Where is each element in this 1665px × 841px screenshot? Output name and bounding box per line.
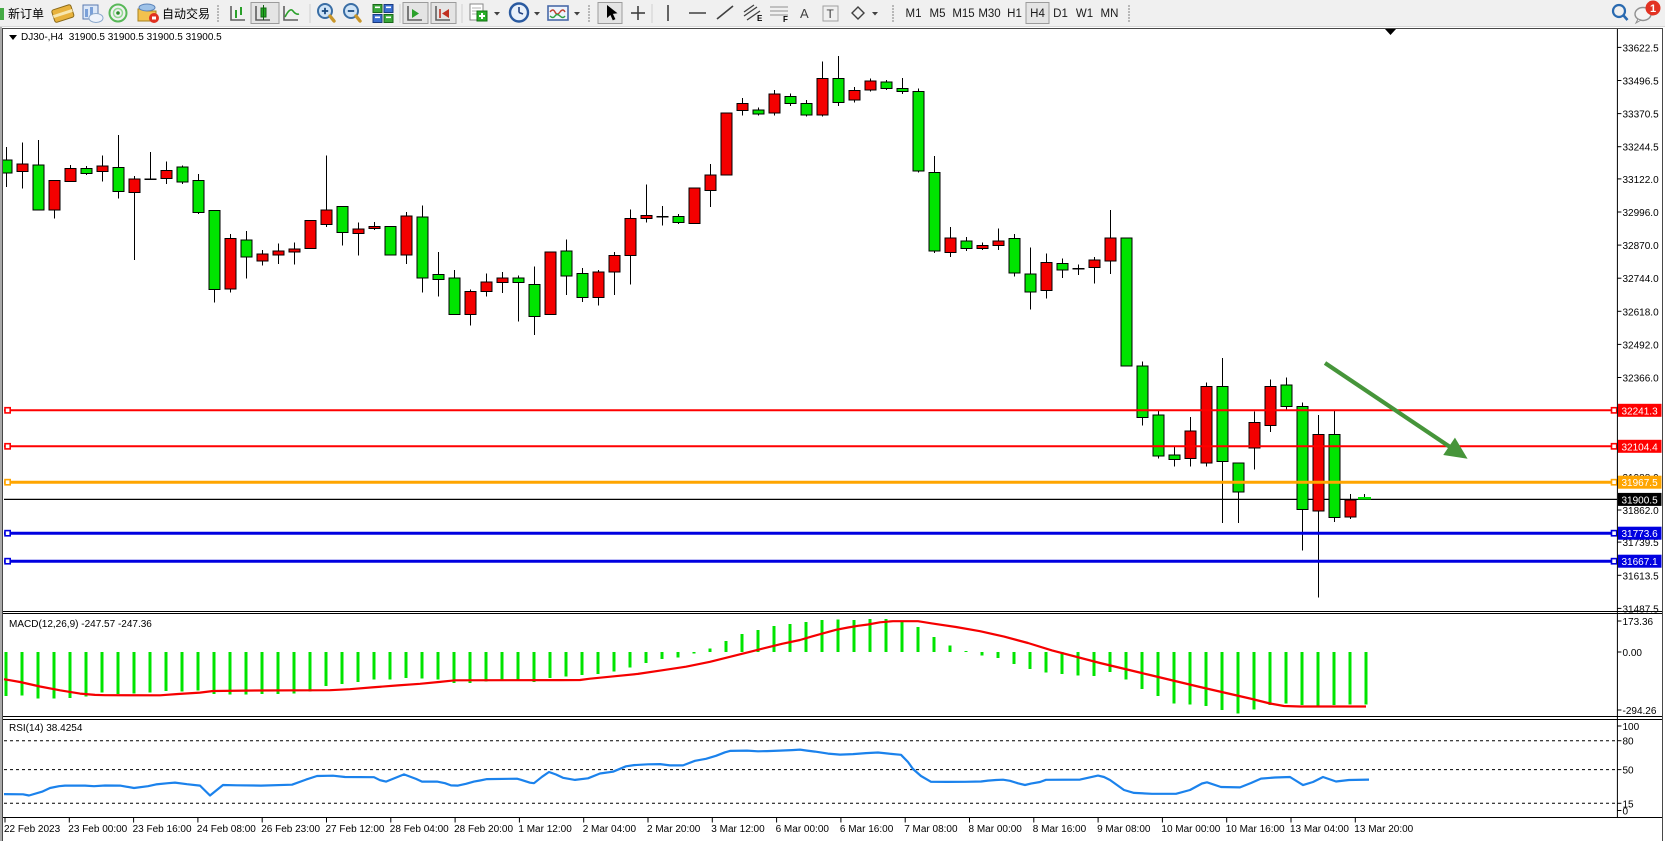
svg-text:23 Feb 16:00: 23 Feb 16:00 xyxy=(133,824,192,835)
svg-text:33244.5: 33244.5 xyxy=(1623,143,1660,154)
svg-text:2 Mar 20:00: 2 Mar 20:00 xyxy=(647,824,701,835)
svg-text:33122.0: 33122.0 xyxy=(1623,175,1660,186)
svg-text:W1: W1 xyxy=(1076,8,1093,20)
svg-text:D1: D1 xyxy=(1053,8,1068,20)
svg-text:7 Mar 08:00: 7 Mar 08:00 xyxy=(904,824,958,835)
svg-text:31967.5: 31967.5 xyxy=(1622,478,1659,489)
svg-text:H4: H4 xyxy=(1030,8,1045,20)
svg-text:32996.0: 32996.0 xyxy=(1623,208,1660,219)
svg-text:26 Feb 23:00: 26 Feb 23:00 xyxy=(261,824,320,835)
svg-text:F: F xyxy=(783,15,788,24)
svg-text:31487.5: 31487.5 xyxy=(1623,604,1660,615)
svg-text:M1: M1 xyxy=(906,8,922,20)
svg-text:31667.1: 31667.1 xyxy=(1622,557,1659,568)
svg-text:23 Feb 00:00: 23 Feb 00:00 xyxy=(68,824,127,835)
svg-text:9 Mar 08:00: 9 Mar 08:00 xyxy=(1097,824,1151,835)
svg-text:28 Feb 04:00: 28 Feb 04:00 xyxy=(390,824,449,835)
svg-text:32492.0: 32492.0 xyxy=(1623,340,1660,351)
svg-text:27 Feb 12:00: 27 Feb 12:00 xyxy=(326,824,385,835)
svg-text:22 Feb 2023: 22 Feb 2023 xyxy=(4,824,61,835)
svg-text:80: 80 xyxy=(1623,737,1635,748)
svg-text:RSI(14) 38.4254: RSI(14) 38.4254 xyxy=(9,723,83,734)
svg-text:-294.26: -294.26 xyxy=(1623,706,1657,717)
svg-text:173.36: 173.36 xyxy=(1623,617,1654,628)
svg-text:33622.5: 33622.5 xyxy=(1623,43,1660,54)
svg-text:32618.0: 32618.0 xyxy=(1623,307,1660,318)
svg-text:50: 50 xyxy=(1623,766,1635,777)
svg-text:0: 0 xyxy=(1623,807,1629,818)
svg-text:3 Mar 12:00: 3 Mar 12:00 xyxy=(711,824,765,835)
svg-text:MN: MN xyxy=(1101,8,1119,20)
svg-text:31862.0: 31862.0 xyxy=(1623,506,1660,517)
svg-text:24 Feb 08:00: 24 Feb 08:00 xyxy=(197,824,256,835)
svg-text:8 Mar 00:00: 8 Mar 00:00 xyxy=(969,824,1023,835)
svg-text:M30: M30 xyxy=(978,8,1000,20)
svg-text:T: T xyxy=(827,7,835,21)
svg-text:0.00: 0.00 xyxy=(1623,648,1643,659)
svg-text:100: 100 xyxy=(1623,722,1640,733)
svg-text:2 Mar 04:00: 2 Mar 04:00 xyxy=(583,824,637,835)
svg-text:15: 15 xyxy=(1623,799,1635,810)
svg-text:33370.5: 33370.5 xyxy=(1623,110,1660,121)
svg-text:H1: H1 xyxy=(1007,8,1022,20)
svg-text:新订单: 新订单 xyxy=(8,6,44,21)
svg-text:31739.5: 31739.5 xyxy=(1623,538,1660,549)
svg-text:6 Mar 00:00: 6 Mar 00:00 xyxy=(776,824,830,835)
svg-text:31773.6: 31773.6 xyxy=(1622,529,1659,540)
svg-text:A: A xyxy=(800,6,809,21)
svg-text:31613.5: 31613.5 xyxy=(1623,571,1660,582)
svg-text:32104.4: 32104.4 xyxy=(1622,442,1659,453)
svg-text:M15: M15 xyxy=(952,8,974,20)
svg-text:8 Mar 16:00: 8 Mar 16:00 xyxy=(1033,824,1087,835)
svg-text:28 Feb 20:00: 28 Feb 20:00 xyxy=(454,824,513,835)
svg-text:DJ30-,H4 31900.5 31900.5 3190: DJ30-,H4 31900.5 31900.5 31900.5 31900.5 xyxy=(21,32,222,43)
svg-text:自动交易: 自动交易 xyxy=(162,6,210,21)
svg-text:31900.5: 31900.5 xyxy=(1622,495,1659,506)
svg-text:1: 1 xyxy=(1650,3,1656,15)
svg-text:6 Mar 16:00: 6 Mar 16:00 xyxy=(840,824,894,835)
svg-text:MACD(12,26,9) -247.57 -247.36: MACD(12,26,9) -247.57 -247.36 xyxy=(9,619,152,630)
svg-text:32744.0: 32744.0 xyxy=(1623,274,1660,285)
svg-text:13 Mar 20:00: 13 Mar 20:00 xyxy=(1354,824,1413,835)
svg-text:32241.3: 32241.3 xyxy=(1622,406,1659,417)
svg-text:33496.5: 33496.5 xyxy=(1623,77,1660,88)
svg-text:10 Mar 16:00: 10 Mar 16:00 xyxy=(1226,824,1285,835)
svg-text:32870.0: 32870.0 xyxy=(1623,241,1660,252)
svg-text:32366.0: 32366.0 xyxy=(1623,374,1660,385)
svg-text:1 Mar 12:00: 1 Mar 12:00 xyxy=(518,824,572,835)
svg-text:13 Mar 04:00: 13 Mar 04:00 xyxy=(1290,824,1349,835)
svg-text:E: E xyxy=(757,14,763,23)
svg-text:10 Mar 00:00: 10 Mar 00:00 xyxy=(1161,824,1220,835)
svg-text:M5: M5 xyxy=(930,8,946,20)
